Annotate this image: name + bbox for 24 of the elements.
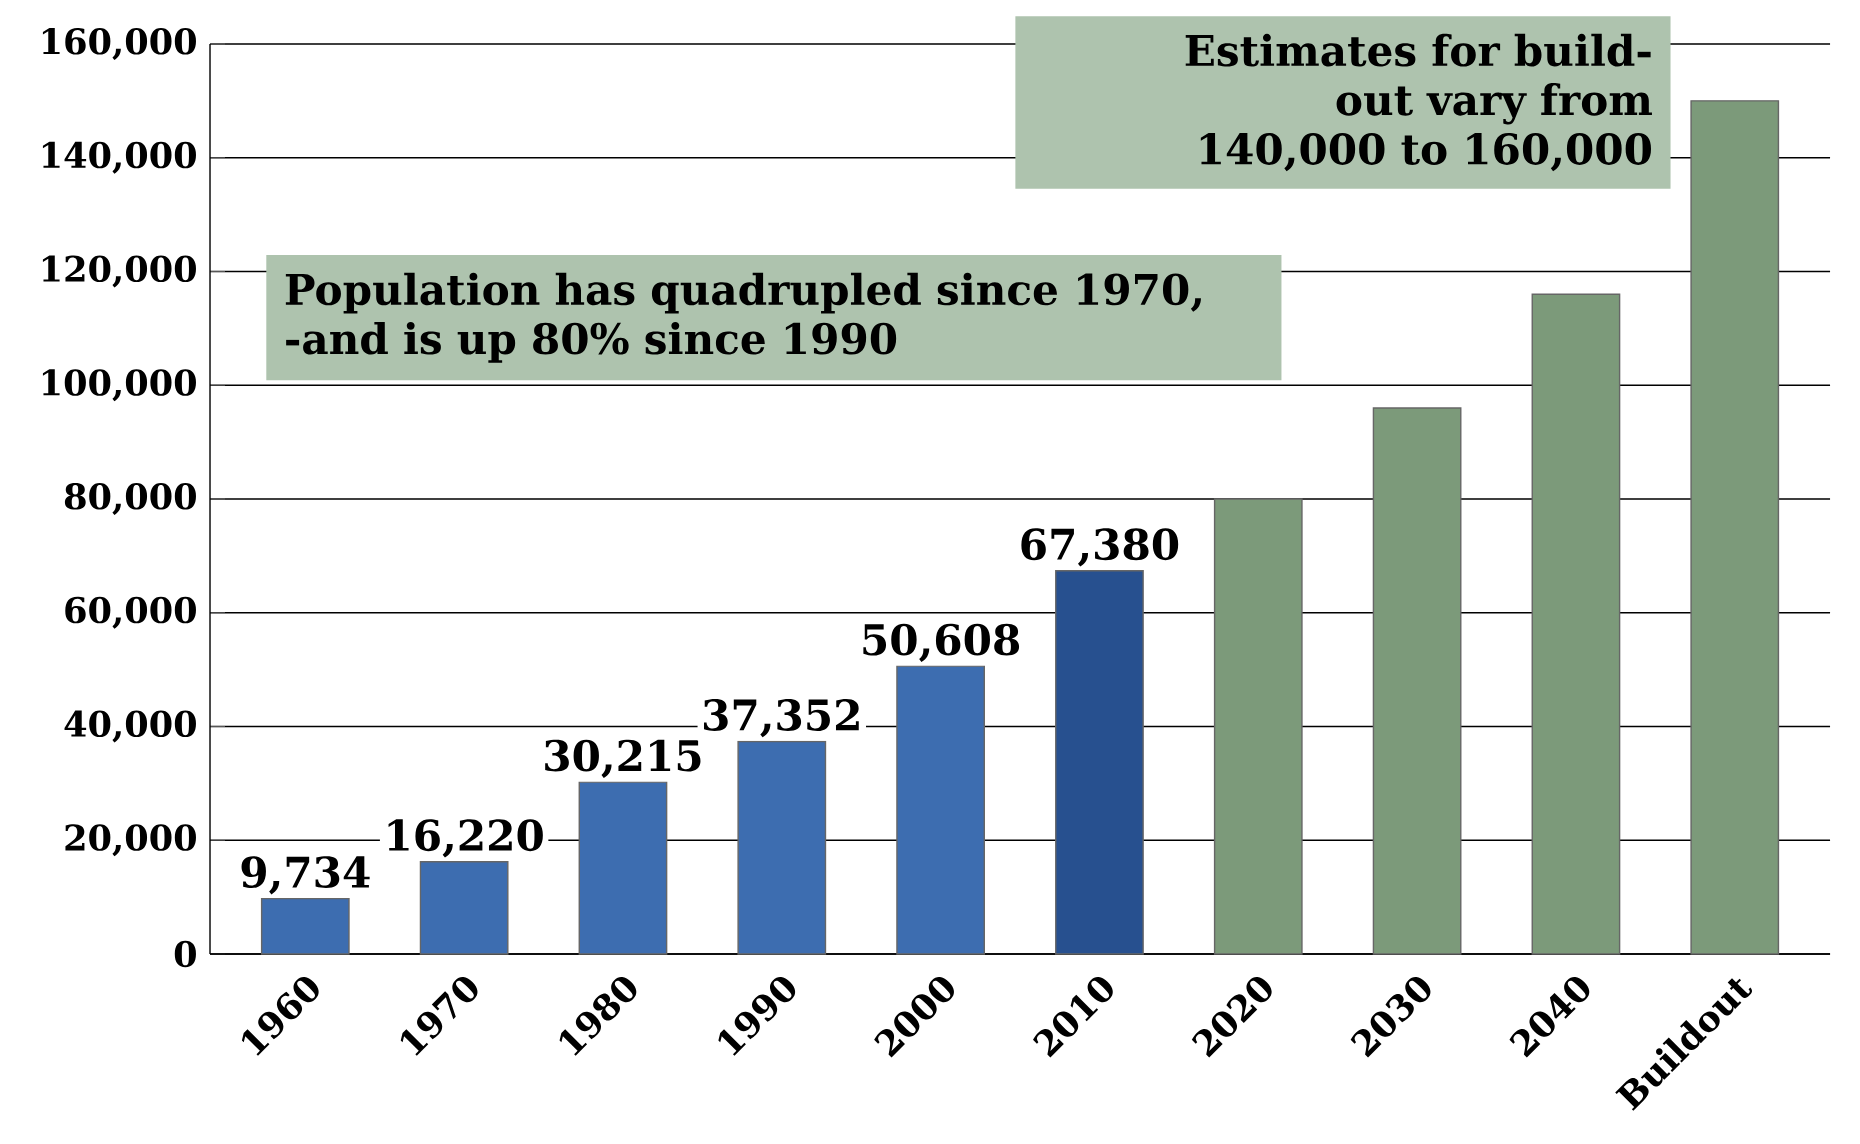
y-tick-label: 20,000 <box>65 824 196 857</box>
bar <box>1213 498 1303 955</box>
data-label: 37,352 <box>704 699 859 738</box>
bar <box>1531 293 1621 955</box>
y-tick-label: 0 <box>174 940 196 968</box>
bar <box>1690 100 1780 955</box>
data-label: 16,220 <box>388 819 543 858</box>
y-tick-label: 120,000 <box>42 255 196 288</box>
data-label: 9,734 <box>241 856 370 895</box>
bar <box>896 665 986 955</box>
y-tick-label: 80,000 <box>64 483 196 515</box>
bar <box>578 781 668 955</box>
bar <box>419 861 509 955</box>
annotation: Population has quadrupled since 1970, -and is up 80% since 1990 <box>285 272 1201 363</box>
data-label: 67,380 <box>1021 528 1179 567</box>
y-tick-label: 100,000 <box>42 369 196 402</box>
y-tick-label: 60,000 <box>65 596 196 629</box>
data-label: 30,215 <box>545 739 701 778</box>
y-tick-label: 40,000 <box>64 710 196 743</box>
y-tick-label: 160,000 <box>42 28 196 60</box>
y-tick-label: 140,000 <box>42 141 196 174</box>
bar <box>1372 407 1462 955</box>
annotation: Estimates for build-out vary from 140,000 to 160,000 <box>1185 33 1652 172</box>
data-label: 50,608 <box>863 623 1020 662</box>
